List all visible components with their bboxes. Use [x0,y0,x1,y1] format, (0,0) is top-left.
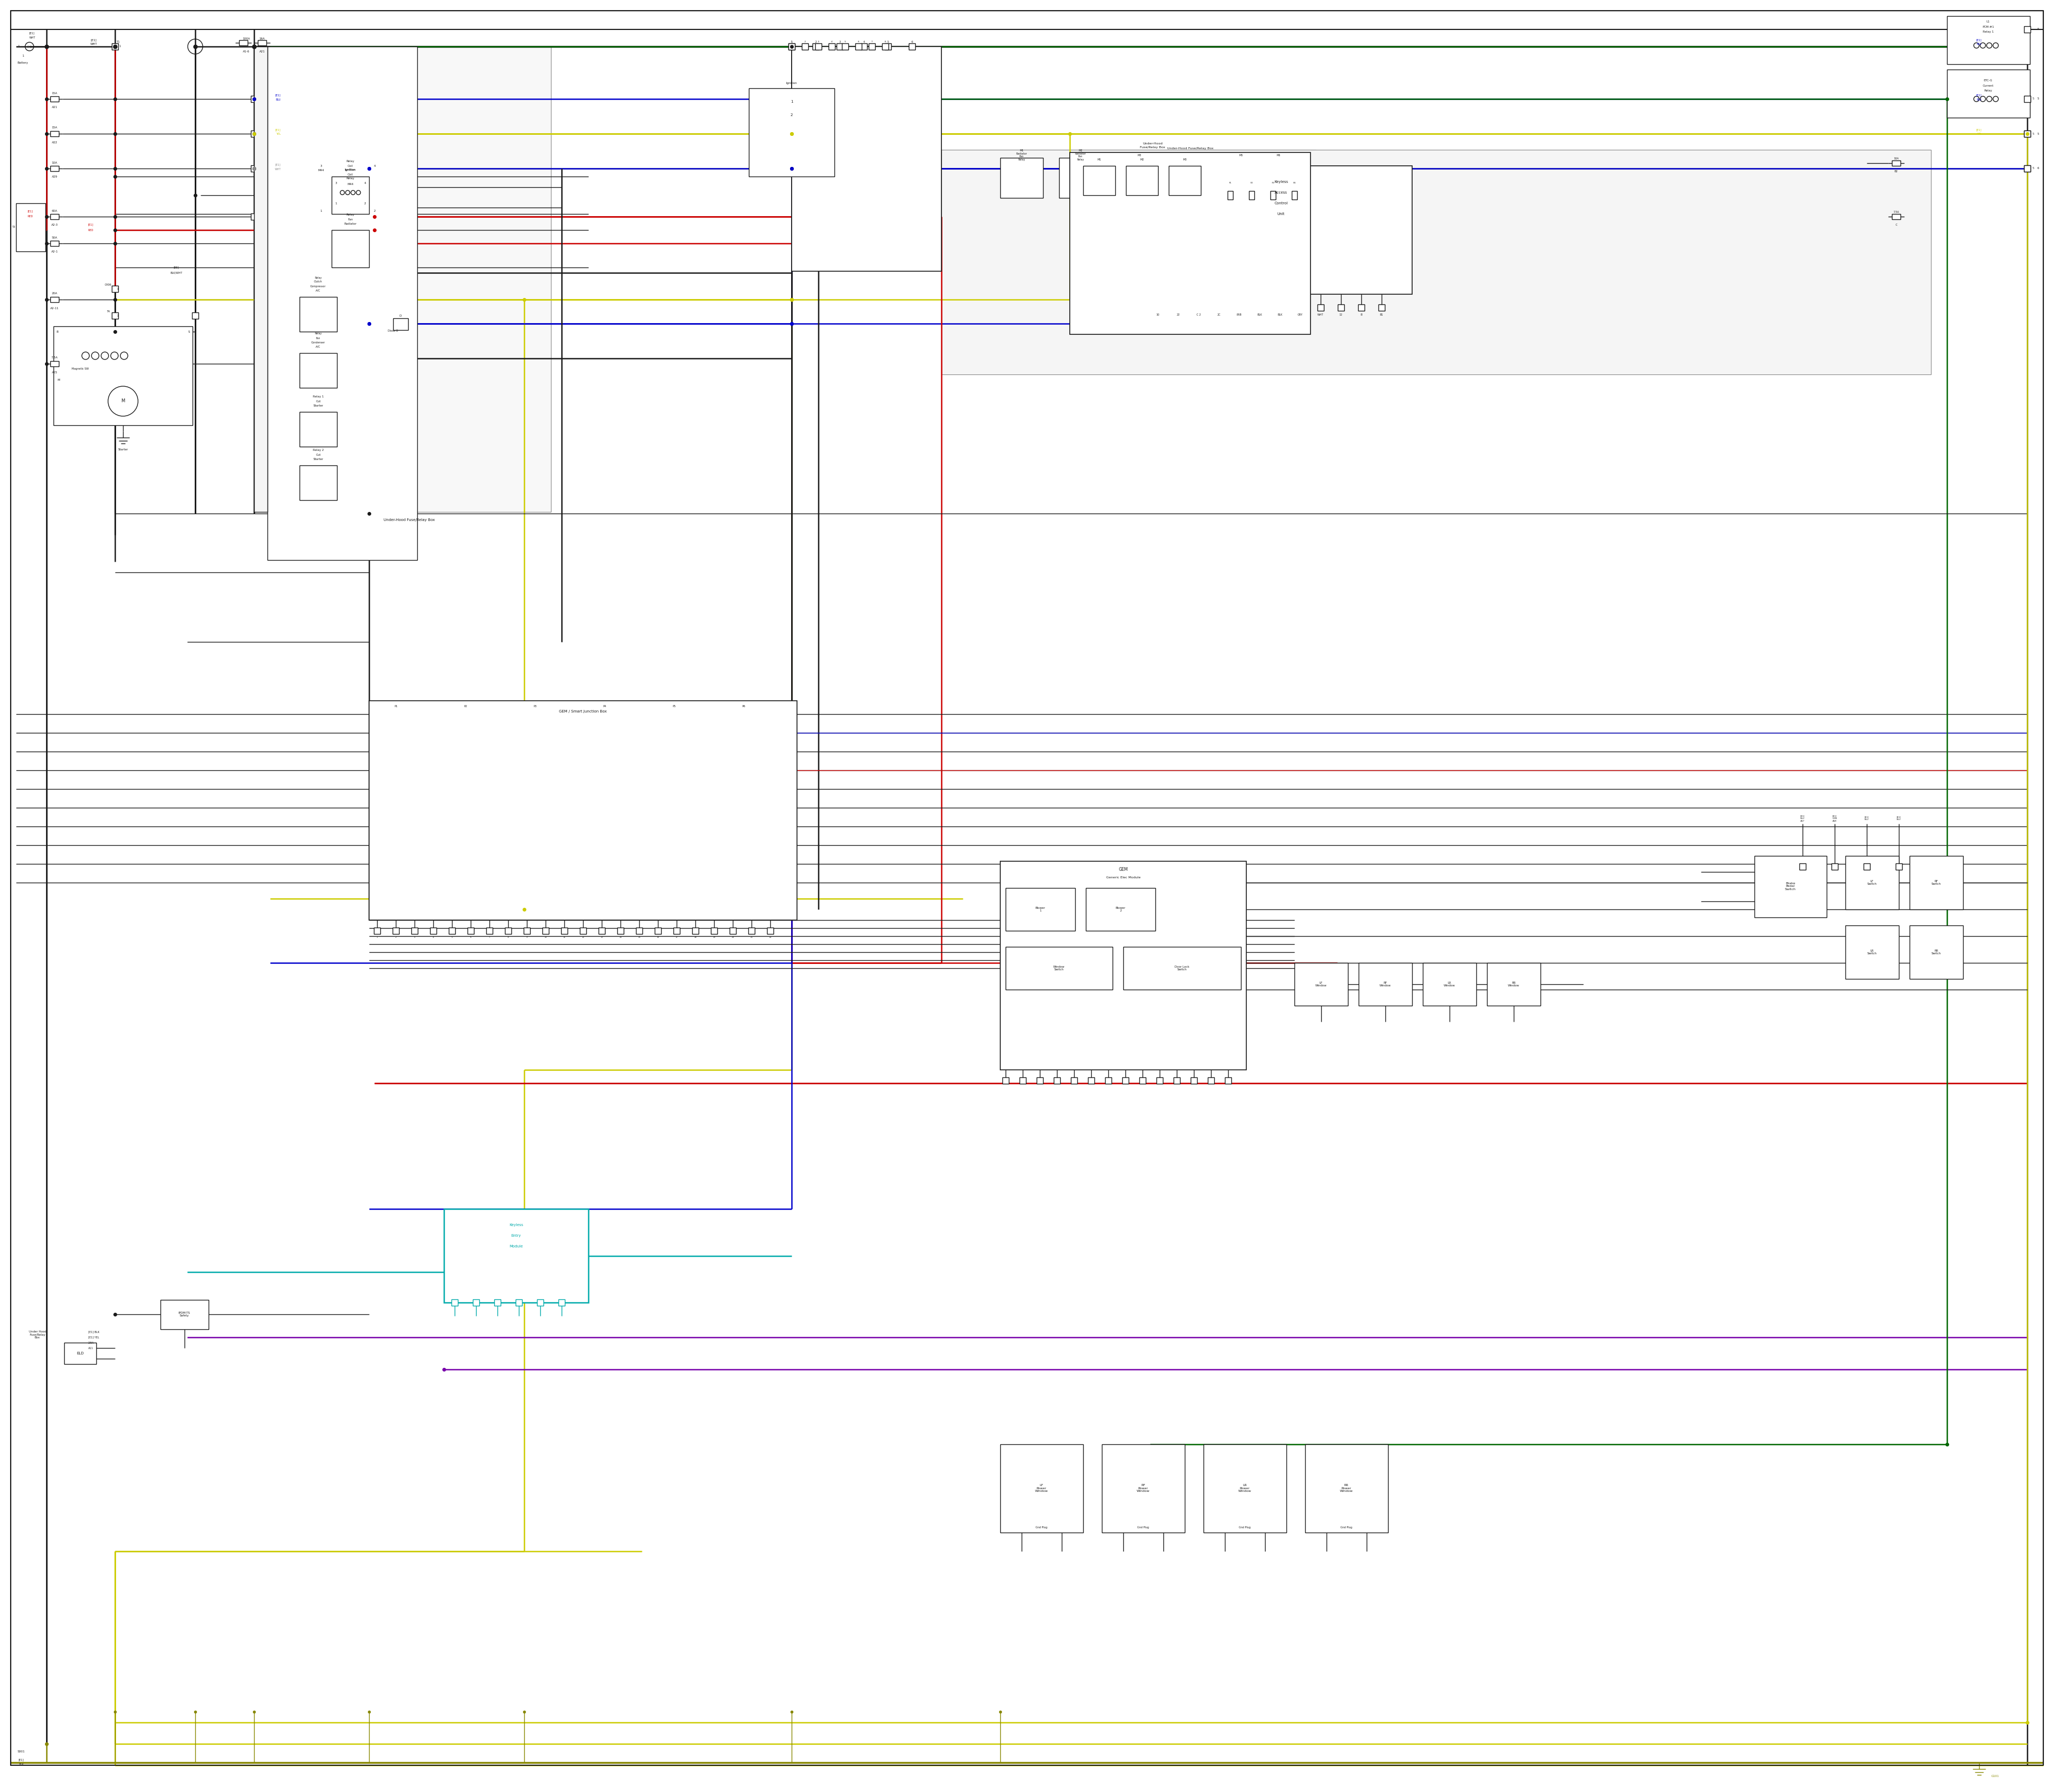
Bar [411,928,417,934]
Text: F3: F3 [1271,181,1273,185]
Bar [267,47,550,513]
Bar [1089,1077,1095,1084]
Text: PCM-#1: PCM-#1 [1982,25,1994,29]
Bar [300,353,337,387]
Text: Keyless: Keyless [1273,181,1288,183]
Text: Relay: Relay [347,177,355,179]
Bar [559,1299,565,1306]
Bar [49,213,60,219]
Text: Ignition: Ignition [345,168,355,172]
Bar [748,928,754,934]
Text: ETC-G: ETC-G [1984,79,1992,82]
Text: 10A: 10A [51,161,58,163]
Text: 10: 10 [544,935,546,939]
Bar [1294,962,1347,1005]
Text: RR
Switch: RR Switch [1931,950,1941,955]
Text: Compressor: Compressor [310,285,327,287]
Text: 11: 11 [563,935,565,939]
Bar [16,202,45,251]
Text: [E1]
BLU: [E1] BLU [1865,815,1869,821]
Bar [711,928,717,934]
Text: BLU: BLU [1976,99,1982,100]
Bar [392,319,409,330]
Text: D: D [398,314,403,317]
Bar [472,1299,479,1306]
Text: 10: 10 [1156,314,1161,315]
Bar [674,928,680,934]
Bar [251,95,257,102]
Text: F1: F1 [1228,181,1232,185]
Bar [1204,1444,1286,1532]
Text: Relay 2: Relay 2 [312,450,325,452]
Text: Door Lock
Switch: Door Lock Switch [1175,966,1189,971]
Bar [267,47,417,561]
Text: 2: 2 [791,113,793,116]
Text: 12: 12 [581,935,585,939]
Text: [E1]
BLU
A17: [E1] BLU A17 [1801,815,1805,823]
Bar [1237,305,1243,310]
Text: P1: P1 [394,704,396,708]
Bar [1257,158,1300,197]
Bar [1070,1077,1076,1084]
Bar [300,297,337,332]
Text: [E1]: [E1] [29,210,33,213]
Text: A2-11: A2-11 [49,306,60,310]
Text: Starter: Starter [312,405,322,407]
Bar [487,928,493,934]
Text: Current: Current [1982,84,1994,88]
Bar [1378,305,1384,310]
Bar [392,928,398,934]
Text: GRY: GRY [1298,314,1302,315]
Bar [766,928,774,934]
Text: Clutch: Clutch [314,281,322,283]
Text: Magnetic SW: Magnetic SW [72,367,88,371]
Text: 10A: 10A [1894,158,1898,159]
Text: RED: RED [29,215,33,219]
Bar [579,928,585,934]
Text: [E1]: [E1] [275,129,281,131]
Bar [49,131,60,136]
Text: P5: P5 [672,704,676,708]
Bar [1487,962,1540,1005]
Bar [448,928,456,934]
Text: L1: L1 [1986,20,1990,23]
Bar [1292,192,1298,199]
Text: 7.5A: 7.5A [51,357,58,358]
Text: GEM: GEM [1119,867,1128,871]
Text: RED: RED [88,229,94,231]
Bar [1154,305,1161,310]
Text: G101: G101 [1990,1774,1999,1778]
Bar [1278,305,1284,310]
Text: Under Hood
Fuse/Relay
Box: Under Hood Fuse/Relay Box [29,1330,45,1339]
Bar [1006,946,1113,989]
Bar [536,1299,544,1306]
Text: M: M [121,400,125,403]
Text: BLK: BLK [1257,314,1263,315]
Bar [1892,161,1900,167]
Bar [1910,857,1964,909]
Text: 18: 18 [694,935,696,939]
Bar [1175,305,1181,310]
Bar [618,928,624,934]
Bar [111,312,119,319]
Text: Keyless: Keyless [509,1224,524,1226]
Text: YEL: YEL [275,133,281,136]
Text: A2-3: A2-3 [51,224,58,226]
Text: Relay: Relay [314,333,322,335]
Text: Coil: Coil [347,174,353,176]
Text: C 2: C 2 [1197,314,1202,315]
Text: Coil: Coil [347,165,353,167]
Text: M44: M44 [347,183,353,186]
Text: A2-1: A2-1 [51,251,58,253]
Text: [E1]: [E1] [90,39,97,41]
Text: 50A: 50A [51,237,58,238]
Text: 1: 1 [791,100,793,104]
Bar [1060,158,1101,197]
Text: 100A: 100A [242,38,251,39]
Text: WHT: WHT [1317,314,1323,315]
Text: [E1] YEL: [E1] YEL [88,1337,99,1339]
Bar [815,43,822,50]
Text: Radiator: Radiator [345,222,357,226]
Text: 15A: 15A [51,127,58,129]
Bar [238,39,249,45]
